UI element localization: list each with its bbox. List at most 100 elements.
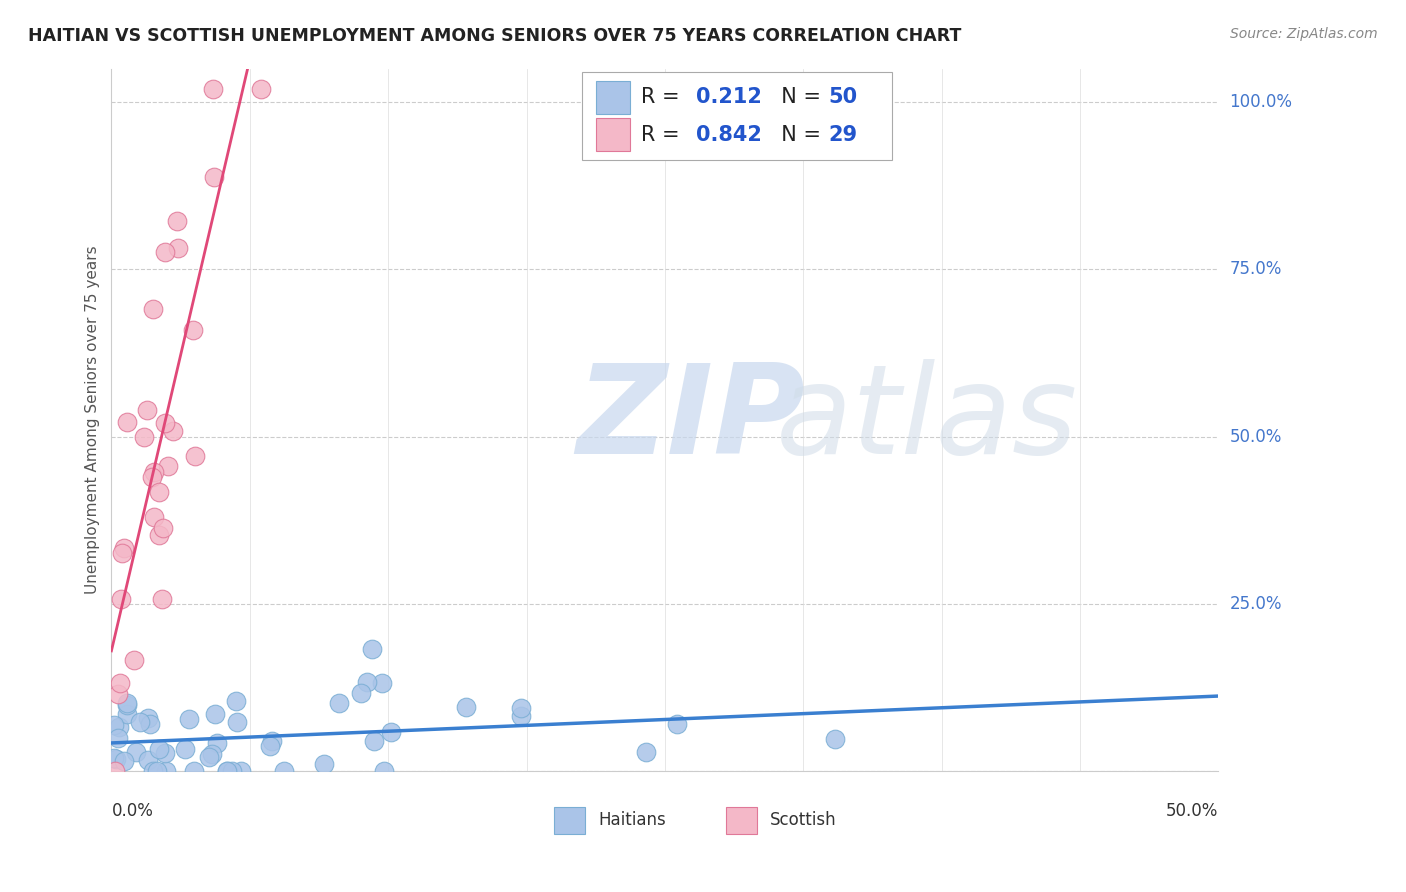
Text: Scottish: Scottish [770,812,837,830]
Text: 75.0%: 75.0% [1230,260,1282,278]
Point [824,731,846,746]
Point [510,701,533,715]
Point [115,415,138,429]
Point [202,81,225,95]
Point [166,241,188,255]
Point [115,706,138,721]
Point [162,424,184,438]
Point [142,302,165,317]
Point [202,169,225,184]
Point [157,459,180,474]
Bar [596,80,630,114]
Point [148,485,170,500]
Point [148,741,170,756]
Point [115,696,138,710]
Text: 50.0%: 50.0% [1166,802,1219,820]
Point [128,714,150,729]
Point [136,402,159,417]
Point [105,752,128,766]
Text: R =: R = [641,125,686,145]
Bar [596,118,630,152]
Text: 25.0%: 25.0% [1230,595,1282,613]
Point [350,686,373,700]
Text: 100.0%: 100.0% [1230,93,1292,111]
Point [636,745,658,759]
Point [107,687,129,701]
Bar [725,807,756,834]
Point [360,641,382,656]
Point [104,764,127,779]
Point [328,696,350,710]
Point [250,81,273,95]
Point [229,764,252,779]
FancyBboxPatch shape [582,72,891,160]
Point [273,764,295,779]
Point [153,245,176,260]
Point [143,466,166,480]
Text: Source: ZipAtlas.com: Source: ZipAtlas.com [1230,27,1378,41]
Point [150,591,173,606]
Point [145,764,167,779]
Point [142,509,165,524]
Point [112,541,135,555]
Text: 0.212: 0.212 [696,87,762,107]
Point [115,698,138,713]
Point [363,734,385,748]
Point [215,764,238,779]
Point [197,749,219,764]
Point [201,747,224,761]
Point [259,739,281,753]
Point [155,764,177,779]
Point [183,764,205,779]
Point [181,323,204,337]
Text: 0.0%: 0.0% [111,802,153,820]
Point [132,430,155,444]
Point [122,653,145,667]
Point [142,764,165,779]
Point [371,676,394,690]
Text: 50.0%: 50.0% [1230,427,1282,446]
Point [356,674,378,689]
Point [152,521,174,535]
Point [173,742,195,756]
Text: atlas: atlas [776,359,1078,481]
Text: R =: R = [641,87,686,107]
Point [204,707,226,722]
Point [103,718,125,732]
Point [155,417,177,431]
Bar [554,807,585,834]
Point [510,709,533,723]
Point [456,699,478,714]
Text: N =: N = [768,125,828,145]
Point [141,470,163,484]
Point [103,751,125,765]
Point [166,214,188,228]
Point [665,717,688,731]
Text: N =: N = [768,87,828,107]
Text: 50: 50 [828,87,858,107]
Point [112,755,135,769]
Point [153,746,176,760]
Point [108,720,131,734]
Text: 29: 29 [828,125,858,145]
Text: HAITIAN VS SCOTTISH UNEMPLOYMENT AMONG SENIORS OVER 75 YEARS CORRELATION CHART: HAITIAN VS SCOTTISH UNEMPLOYMENT AMONG S… [28,27,962,45]
Point [215,764,238,779]
Point [138,754,160,768]
Point [184,449,207,463]
Text: ZIP: ZIP [576,359,806,481]
Point [139,717,162,731]
Point [221,764,243,779]
Point [205,736,228,750]
Text: Haitians: Haitians [599,812,666,830]
Point [373,764,395,779]
Point [108,675,131,690]
Point [148,528,170,542]
Point [179,712,201,726]
Point [107,731,129,746]
Text: 0.842: 0.842 [696,125,762,145]
Point [110,592,132,607]
Point [225,694,247,708]
Point [111,546,134,560]
Point [225,715,247,730]
Point [260,734,283,748]
